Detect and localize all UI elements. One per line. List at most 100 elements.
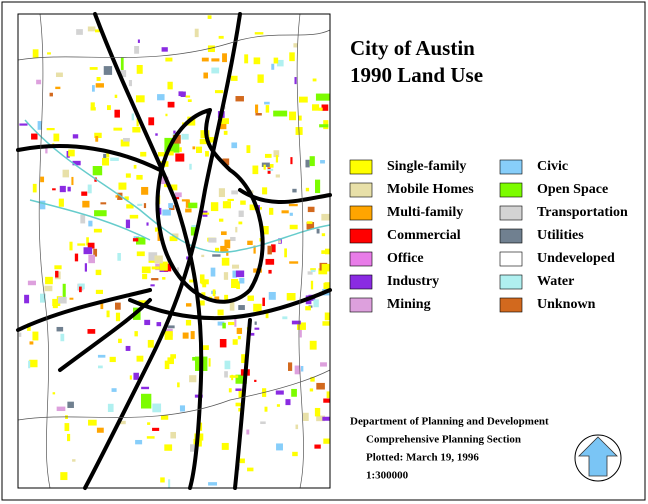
- street: [296, 13, 304, 489]
- land-parcel: [303, 412, 309, 421]
- land-parcel: [212, 254, 221, 257]
- legend-label: Open Space: [537, 182, 608, 197]
- land-parcel: [95, 136, 99, 142]
- land-parcel: [232, 339, 238, 345]
- land-parcel: [46, 127, 55, 131]
- land-parcel: [296, 322, 306, 330]
- land-parcel: [218, 35, 224, 39]
- land-parcel: [318, 107, 323, 111]
- land-parcel: [214, 247, 220, 252]
- land-parcel: [265, 258, 275, 265]
- land-parcel: [132, 238, 139, 242]
- land-parcel: [135, 95, 145, 103]
- land-parcel: [208, 482, 218, 486]
- land-parcel: [205, 151, 209, 157]
- land-parcel: [169, 236, 178, 242]
- land-parcel: [159, 261, 168, 271]
- land-parcel: [167, 81, 173, 90]
- land-parcel: [93, 228, 102, 233]
- land-parcel: [177, 382, 180, 388]
- credit-line: Comprehensive Planning Section: [366, 434, 521, 446]
- land-parcel: [125, 219, 131, 229]
- land-parcel: [168, 203, 174, 209]
- land-parcel: [262, 297, 265, 307]
- land-parcel: [167, 101, 175, 108]
- land-parcel: [89, 67, 98, 70]
- land-parcel: [298, 115, 302, 121]
- land-parcel: [255, 104, 259, 113]
- land-parcel: [106, 150, 110, 158]
- land-parcel: [103, 66, 113, 75]
- land-parcel: [192, 356, 204, 361]
- land-parcel: [224, 360, 231, 370]
- land-parcel: [47, 52, 51, 55]
- land-parcel: [324, 282, 330, 288]
- land-parcel: [316, 382, 325, 390]
- land-parcel: [312, 104, 320, 111]
- land-parcel: [254, 32, 264, 35]
- land-parcel: [238, 389, 245, 398]
- land-parcel: [267, 164, 274, 168]
- land-parcel: [238, 407, 242, 412]
- land-parcel: [203, 72, 208, 79]
- land-parcel: [309, 156, 315, 167]
- legend-label: Unknown: [537, 297, 596, 312]
- land-parcel: [310, 280, 314, 290]
- land-parcel: [236, 327, 243, 334]
- land-parcel: [321, 263, 330, 272]
- river: [24, 119, 331, 253]
- land-parcel: [276, 404, 280, 407]
- land-parcel: [179, 405, 186, 412]
- land-parcel: [309, 388, 314, 392]
- map-title: City of Austin: [350, 36, 475, 60]
- land-parcel: [157, 94, 165, 101]
- land-parcel: [28, 360, 31, 369]
- land-parcel: [271, 63, 275, 70]
- land-parcel: [129, 214, 139, 219]
- land-parcel: [275, 390, 284, 395]
- land-parcel: [87, 329, 96, 334]
- land-parcel: [137, 203, 143, 206]
- land-parcel: [284, 248, 287, 258]
- land-parcel: [255, 113, 262, 116]
- land-parcel: [131, 113, 135, 121]
- land-parcel: [320, 362, 327, 367]
- land-parcel: [190, 226, 197, 236]
- land-parcel: [229, 301, 235, 311]
- north-arrow-shape: [578, 436, 618, 477]
- land-parcel: [106, 105, 111, 111]
- land-parcel: [69, 241, 73, 251]
- land-parcel: [114, 94, 118, 98]
- land-parcel: [229, 375, 239, 378]
- land-parcel: [123, 137, 130, 142]
- land-parcel: [238, 210, 244, 217]
- land-parcel: [310, 376, 315, 382]
- land-parcel: [291, 320, 301, 325]
- land-parcel: [273, 110, 288, 117]
- map-border: [17, 13, 331, 489]
- land-parcel: [314, 407, 321, 417]
- land-parcel: [264, 153, 272, 158]
- land-parcel: [219, 122, 227, 130]
- land-parcel: [95, 289, 103, 294]
- legend-label: Multi-family: [387, 205, 463, 220]
- land-parcel: [305, 187, 310, 192]
- land-parcel: [201, 57, 209, 62]
- land-parcel: [196, 146, 202, 153]
- land-parcel: [248, 332, 255, 336]
- land-parcel: [37, 121, 43, 130]
- land-parcel: [288, 203, 298, 207]
- creek: [29, 199, 151, 241]
- land-parcel: [315, 179, 321, 194]
- land-parcel: [268, 269, 272, 274]
- land-parcel: [305, 159, 310, 168]
- land-parcel: [231, 142, 238, 149]
- land-parcel: [40, 176, 45, 183]
- land-parcel: [235, 402, 241, 407]
- land-parcel: [313, 299, 319, 308]
- street: [38, 13, 51, 489]
- land-parcel: [155, 133, 158, 136]
- land-parcel: [74, 253, 79, 262]
- map-background: [18, 14, 330, 488]
- land-parcel: [290, 157, 293, 165]
